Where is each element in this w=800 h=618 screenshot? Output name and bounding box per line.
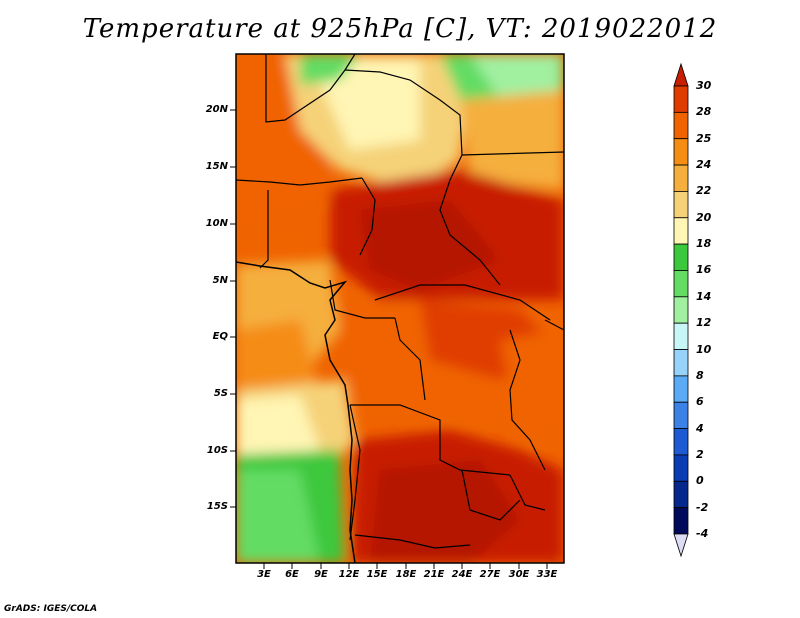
colorbar-segment: [673, 322, 689, 350]
colorbar-label: 10: [696, 342, 712, 356]
lon-label-12e: 12E: [338, 569, 360, 580]
colorbar-label: 24: [696, 158, 712, 172]
lon-label-3e: 3E: [257, 569, 271, 580]
chart-title: Temperature at 925hPa [C], VT: 201902201…: [82, 14, 718, 44]
colorbar-segment: [673, 217, 689, 245]
colorbar-segment: [673, 507, 689, 535]
colorbar-label: 0: [696, 474, 704, 488]
colorbar-segment: [673, 375, 689, 403]
colorbar-label: 16: [696, 263, 712, 277]
colorbar-segment: [673, 296, 689, 324]
colorbar-segment: [673, 111, 689, 140]
colorbar-label: 30: [696, 79, 712, 92]
colorbar-label: -4: [696, 527, 709, 540]
colorbar-segment: [673, 85, 689, 113]
colorbar-label: 8: [696, 368, 704, 382]
colorbar-bottom-triangle: [673, 533, 689, 558]
colorbar-top-triangle: [673, 62, 689, 87]
colorbar-segment: [673, 349, 689, 377]
grads-credit: GrADS: IGES/COLA: [4, 604, 98, 614]
colorbar-label: -2: [696, 500, 709, 514]
lon-label-6e: 6E: [285, 569, 299, 580]
colorbar-segment: [673, 480, 689, 509]
country-borders: [236, 54, 564, 549]
lat-label-15s: 15S: [206, 501, 228, 512]
map-frame: [235, 53, 565, 564]
colorbar-label: 20: [696, 210, 712, 224]
temperature-field: [236, 54, 564, 563]
lon-label-30e: 30E: [508, 569, 530, 580]
colorbar-label: 4: [696, 421, 704, 435]
colorbar-label: 2: [696, 447, 704, 461]
lat-label-15n: 15N: [205, 161, 228, 172]
colorbar-label: 12: [696, 316, 712, 330]
lat-label-5s: 5S: [213, 388, 228, 399]
colorbar-label: 6: [696, 395, 704, 409]
colorbar-segment: [673, 454, 689, 482]
lon-label-15e: 15E: [366, 569, 388, 580]
lon-label-18e: 18E: [395, 569, 417, 580]
colorbar-segment: [673, 428, 689, 456]
colorbar-segment: [673, 191, 689, 219]
colorbar: [673, 62, 689, 558]
lon-label-27e: 27E: [479, 569, 501, 580]
coastline: [236, 261, 356, 563]
lat-label-eq: EQ: [212, 331, 228, 342]
colorbar-segment: [673, 138, 689, 166]
lon-label-24e: 24E: [451, 569, 473, 580]
colorbar-segment: [673, 164, 689, 192]
colorbar-label: 28: [696, 105, 712, 119]
lon-label-9e: 9E: [314, 569, 328, 580]
colorbar-label: 14: [696, 289, 712, 303]
lon-label-21e: 21E: [423, 569, 445, 580]
axis-ticks: [230, 109, 548, 569]
colorbar-label: 25: [696, 131, 712, 145]
lat-label-10s: 10S: [206, 445, 228, 456]
lat-label-20n: 20N: [205, 104, 228, 115]
lon-label-33e: 33E: [536, 569, 558, 580]
lat-label-5n: 5N: [212, 275, 228, 286]
colorbar-label: 22: [696, 184, 712, 198]
lat-label-10n: 10N: [205, 218, 228, 229]
colorbar-segment: [673, 270, 689, 298]
colorbar-segment: [673, 243, 689, 271]
colorbar-label: 18: [696, 237, 712, 251]
colorbar-segment: [673, 401, 689, 429]
